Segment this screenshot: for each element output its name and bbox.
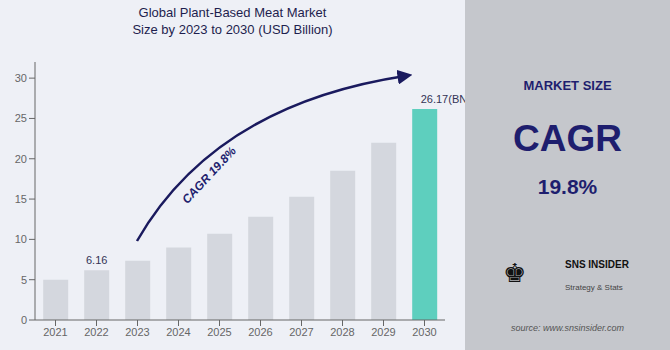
svg-text:26.17(BN): 26.17(BN) [421, 93, 465, 105]
svg-text:2025: 2025 [207, 326, 231, 338]
svg-text:2022: 2022 [84, 326, 108, 338]
svg-text:2030: 2030 [412, 326, 436, 338]
svg-text:10: 10 [15, 233, 27, 245]
svg-text:2028: 2028 [330, 326, 354, 338]
html-text:MARKET SIZE: MARKET SIZE [523, 78, 612, 93]
svg-text:2023: 2023 [125, 326, 149, 338]
html-text:19.8%: 19.8% [537, 175, 598, 198]
svg-text:6.16: 6.16 [86, 254, 107, 266]
svg-text:2024: 2024 [166, 326, 190, 338]
svg-text:5: 5 [21, 274, 27, 286]
svg-text:15: 15 [15, 193, 27, 205]
svg-text:2027: 2027 [289, 326, 313, 338]
html-text:Strategy & Stats: Strategy & Stats [565, 283, 623, 292]
svg-text:20: 20 [15, 153, 27, 165]
html-text:CAGR: CAGR [513, 118, 622, 159]
svg-text:30: 30 [15, 72, 27, 84]
svg-text:0: 0 [21, 314, 27, 326]
svg-text:CAGR 19.8%: CAGR 19.8% [179, 144, 239, 207]
html-text:SNS INSIDER: SNS INSIDER [565, 259, 629, 270]
svg-text:2026: 2026 [248, 326, 272, 338]
html-text:Global Plant-Based Meat Market: Global Plant-Based Meat Market Size by 2… [132, 5, 333, 37]
html-text:source: www.snsinsider.com: source: www.snsinsider.com [510, 323, 625, 333]
svg-text:25: 25 [15, 112, 27, 124]
svg-text:2021: 2021 [43, 326, 67, 338]
svg-text:2029: 2029 [371, 326, 395, 338]
